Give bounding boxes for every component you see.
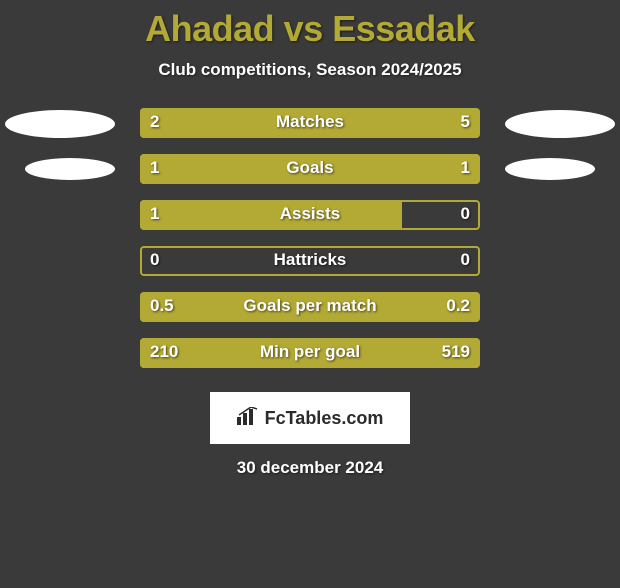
- stat-label: Goals: [0, 158, 620, 178]
- comparison-chart: 2 Matches 5 1 Goals 1 1 Assists 0 0 H: [0, 108, 620, 384]
- stat-right-value: 519: [442, 342, 470, 362]
- stat-right-value: 1: [461, 158, 470, 178]
- stat-row: 0.5 Goals per match 0.2: [0, 292, 620, 338]
- stat-right-value: 0.2: [446, 296, 470, 316]
- chart-icon: [237, 407, 259, 430]
- stat-label: Assists: [0, 204, 620, 224]
- stat-row: 2 Matches 5: [0, 108, 620, 154]
- subtitle: Club competitions, Season 2024/2025: [0, 60, 620, 80]
- stat-row: 210 Min per goal 519: [0, 338, 620, 384]
- stat-row: 1 Goals 1: [0, 154, 620, 200]
- stat-right-value: 0: [461, 250, 470, 270]
- date-label: 30 december 2024: [0, 458, 620, 478]
- stat-right-value: 0: [461, 204, 470, 224]
- stat-label: Goals per match: [0, 296, 620, 316]
- footer-brand: FcTables.com: [265, 408, 384, 429]
- stat-right-value: 5: [461, 112, 470, 132]
- footer-badge[interactable]: FcTables.com: [210, 392, 410, 444]
- stat-label: Matches: [0, 112, 620, 132]
- stat-row: 1 Assists 0: [0, 200, 620, 246]
- stat-row: 0 Hattricks 0: [0, 246, 620, 292]
- page-title: Ahadad vs Essadak: [0, 8, 620, 50]
- stat-label: Min per goal: [0, 342, 620, 362]
- stat-label: Hattricks: [0, 250, 620, 270]
